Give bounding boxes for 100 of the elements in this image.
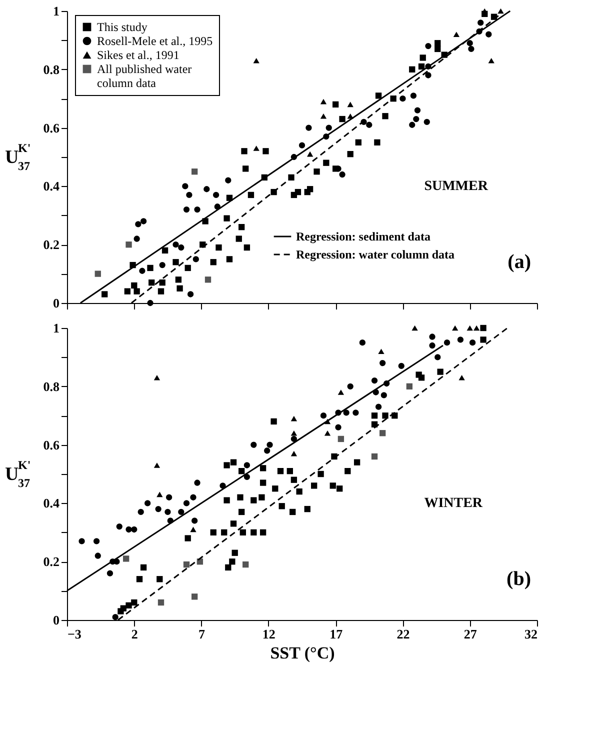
point: [182, 183, 188, 190]
point: [326, 124, 332, 131]
point: [468, 46, 474, 52]
legend-label: Rosell-Mele et al., 1995: [97, 34, 213, 48]
point: [124, 288, 131, 294]
point: [135, 221, 142, 228]
x-tick-label: 7: [198, 626, 206, 642]
point: [420, 54, 426, 61]
point: [158, 288, 164, 294]
legend-label: Regression: sediment data: [296, 230, 430, 244]
y-tick-label: 0.8: [43, 62, 60, 77]
x-tick-label: 27: [464, 626, 478, 642]
point: [172, 242, 179, 248]
point: [382, 113, 388, 120]
point: [486, 31, 492, 38]
point: [102, 291, 108, 298]
point: [140, 218, 147, 224]
point: [139, 268, 146, 274]
point: [375, 92, 382, 99]
point: [355, 139, 362, 146]
point: [434, 46, 441, 52]
y-tick-label: 0.4: [43, 496, 60, 511]
point: [306, 124, 312, 131]
y-tick-label: 0.2: [43, 237, 60, 252]
point: [178, 244, 184, 251]
point: [347, 151, 354, 158]
point: [210, 259, 216, 266]
y-tick-label: 1: [53, 320, 60, 336]
point: [482, 8, 488, 14]
x-tick-label: 12: [262, 626, 276, 642]
point: [212, 192, 220, 198]
point: [225, 177, 232, 184]
point: [418, 63, 425, 70]
point: [314, 168, 320, 175]
point: [339, 116, 346, 122]
point: [253, 146, 260, 151]
point: [434, 40, 441, 46]
point: [413, 116, 420, 122]
point: [172, 259, 179, 266]
point: [238, 224, 245, 230]
point: [236, 236, 242, 242]
point: [159, 262, 166, 268]
point: [226, 256, 233, 262]
point: [410, 92, 417, 99]
point: [175, 276, 182, 283]
point: [192, 256, 199, 262]
y-tick-label: 0: [53, 296, 60, 310]
point: [400, 96, 406, 102]
point: [147, 264, 154, 272]
point: [241, 148, 248, 154]
point: [176, 285, 183, 292]
y-tick-label: 0.8: [43, 378, 60, 394]
point: [191, 168, 198, 175]
point: [253, 58, 260, 64]
point: [320, 98, 327, 104]
annotation: WINTER: [424, 496, 484, 512]
point: [409, 66, 416, 72]
y-tick-label: 0.6: [43, 437, 60, 452]
legend-label: This study: [97, 20, 148, 34]
y-tick-label: 0.2: [43, 554, 60, 570]
point: [216, 244, 222, 251]
point: [298, 142, 306, 148]
x-tick-label: 22: [396, 626, 410, 642]
x-axis-title: SST (°C): [270, 644, 335, 662]
point: [498, 8, 504, 14]
y-tick-label: 1: [53, 4, 60, 18]
point: [466, 40, 473, 46]
point: [366, 122, 372, 128]
point: [320, 113, 327, 119]
point: [224, 215, 230, 222]
x-tick-label: 17: [330, 626, 344, 642]
y-tick-label: 0: [53, 612, 60, 628]
annotation: SUMMER: [424, 179, 489, 194]
point: [187, 291, 194, 298]
point: [183, 206, 190, 213]
point: [425, 72, 432, 78]
point: [148, 279, 155, 286]
point: [159, 279, 166, 286]
point: [290, 192, 298, 198]
point: [347, 102, 354, 108]
legend-label: Sikes et al., 1991: [97, 48, 180, 62]
point: [244, 244, 250, 251]
legend-label: Regression: water column data: [296, 248, 455, 262]
annotation: (a): [508, 251, 531, 274]
point: [414, 107, 421, 114]
point: [126, 242, 132, 248]
point: [339, 171, 346, 178]
point: [478, 20, 484, 26]
point: [204, 186, 210, 192]
point: [304, 188, 310, 196]
point: [323, 160, 330, 166]
point: [134, 236, 140, 242]
point: [131, 282, 138, 289]
point: [184, 264, 191, 272]
point: [424, 118, 430, 126]
point: [306, 151, 314, 157]
point: [425, 42, 432, 50]
annotation: (b): [506, 568, 531, 590]
point: [204, 276, 212, 283]
point: [134, 288, 140, 294]
